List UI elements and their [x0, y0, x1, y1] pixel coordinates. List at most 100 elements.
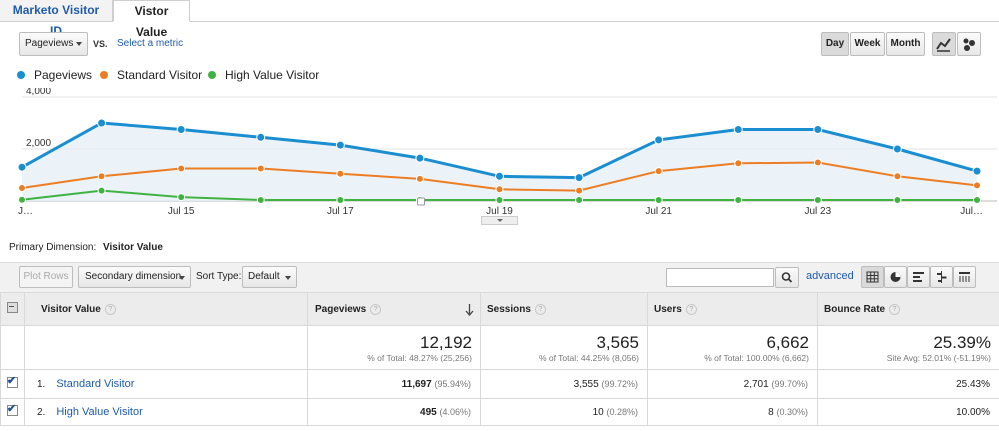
- select-all-checkbox[interactable]: [7, 302, 18, 313]
- data-point[interactable]: [495, 185, 504, 194]
- help-icon[interactable]: ?: [685, 303, 697, 315]
- total-sessions: 3,565% of Total: 44.25% (8,056): [480, 325, 648, 370]
- row-bounce-rate: 10.00%: [817, 398, 999, 426]
- tab-visitor-value[interactable]: Vistor Value: [113, 0, 190, 39]
- data-point[interactable]: [893, 172, 902, 181]
- advanced-filter-link[interactable]: advanced: [806, 270, 854, 282]
- select-all-cell[interactable]: [0, 292, 25, 326]
- row-link[interactable]: High Value Visitor: [56, 406, 143, 418]
- data-point[interactable]: [892, 144, 902, 154]
- pie-view-button[interactable]: [884, 266, 907, 288]
- legend-pageviews[interactable]: Pageviews: [17, 68, 92, 82]
- line-chart-button[interactable]: [932, 32, 956, 56]
- row-sessions: 3,555 (99.72%): [480, 369, 648, 399]
- data-point[interactable]: [177, 193, 186, 202]
- data-point[interactable]: [335, 140, 345, 150]
- data-point[interactable]: [813, 158, 822, 167]
- table-search-input[interactable]: [666, 268, 774, 287]
- data-point[interactable]: [575, 186, 584, 195]
- data-point[interactable]: [256, 195, 265, 204]
- col-header-bounce-rate[interactable]: Bounce Rate?: [817, 292, 999, 326]
- data-point[interactable]: [734, 159, 743, 168]
- data-point[interactable]: [177, 164, 186, 173]
- row-index: 2.: [37, 407, 46, 418]
- sort-type-select[interactable]: Default: [242, 266, 297, 288]
- sort-arrow-icon: [465, 304, 474, 316]
- data-point[interactable]: [336, 169, 345, 178]
- data-point[interactable]: [734, 195, 743, 204]
- data-point[interactable]: [495, 195, 504, 204]
- table-view-button[interactable]: [861, 266, 884, 288]
- chevron-down-icon: [76, 42, 82, 46]
- data-point[interactable]: [97, 186, 106, 195]
- y-tick-label: 2,000: [26, 138, 51, 149]
- week-button[interactable]: Week: [850, 32, 885, 56]
- data-point[interactable]: [574, 173, 584, 183]
- col-header-sessions[interactable]: Sessions?: [480, 292, 648, 326]
- comparison-view-button[interactable]: [930, 266, 953, 288]
- data-point[interactable]: [973, 195, 981, 204]
- data-point[interactable]: [733, 125, 743, 134]
- search-button[interactable]: [775, 267, 799, 288]
- row-checkbox[interactable]: ✔: [7, 375, 18, 388]
- legend-high-value-visitor[interactable]: High Value Visitor: [208, 68, 319, 82]
- comparison-icon: [937, 271, 947, 283]
- col-header-users[interactable]: Users?: [647, 292, 818, 326]
- motion-chart-button[interactable]: [957, 32, 981, 56]
- data-point[interactable]: [415, 153, 425, 163]
- metric-select-label: Pageviews: [25, 38, 74, 49]
- data-point[interactable]: [654, 195, 663, 204]
- data-table: Visitor Value? Pageviews? Sessions? User…: [0, 292, 999, 426]
- data-point[interactable]: [97, 118, 107, 128]
- data-point[interactable]: [18, 184, 26, 192]
- data-point[interactable]: [256, 132, 266, 142]
- pivot-view-button[interactable]: [953, 266, 976, 288]
- annotation-marker-icon[interactable]: [417, 197, 425, 206]
- day-button[interactable]: Day: [821, 32, 849, 56]
- help-icon[interactable]: ?: [370, 303, 382, 315]
- data-point[interactable]: [17, 162, 27, 172]
- data-point[interactable]: [654, 167, 663, 176]
- primary-dimension-value[interactable]: Visitor Value: [103, 242, 163, 253]
- data-point[interactable]: [97, 172, 106, 181]
- data-point[interactable]: [575, 195, 584, 204]
- row-checkbox[interactable]: ✔: [7, 403, 18, 416]
- data-point[interactable]: [495, 171, 504, 181]
- secondary-dimension-select[interactable]: Secondary dimension: [78, 266, 191, 288]
- help-icon[interactable]: ?: [889, 303, 901, 315]
- pivot-icon: [959, 272, 970, 282]
- legend-dot-icon: [17, 71, 25, 79]
- data-point[interactable]: [973, 181, 981, 190]
- x-tick-label: Jul 17: [327, 206, 354, 217]
- legend-label: Pageviews: [34, 68, 93, 82]
- data-point[interactable]: [176, 125, 186, 134]
- grid-icon: [866, 271, 879, 283]
- metric-select[interactable]: Pageviews: [19, 32, 88, 56]
- data-point[interactable]: [256, 164, 265, 173]
- data-point[interactable]: [18, 195, 26, 204]
- plot-rows-button[interactable]: Plot Rows: [19, 266, 73, 288]
- data-point[interactable]: [654, 135, 664, 145]
- data-point[interactable]: [336, 195, 345, 204]
- x-tick-label: J…: [18, 206, 33, 217]
- row-sessions: 10 (0.28%): [480, 398, 648, 426]
- select-metric-link[interactable]: Select a metric: [117, 38, 184, 49]
- data-point[interactable]: [813, 125, 823, 134]
- line-chart-icon: [936, 38, 951, 52]
- data-point[interactable]: [415, 174, 424, 183]
- chart-resize-handle[interactable]: [481, 216, 518, 225]
- row-link[interactable]: Standard Visitor: [56, 378, 135, 390]
- data-point[interactable]: [893, 195, 902, 204]
- data-point[interactable]: [972, 166, 982, 176]
- help-icon[interactable]: ?: [534, 303, 546, 315]
- tab-marketo-visitor-id[interactable]: Marketo Visitor ID: [0, 0, 113, 38]
- legend-standard-visitor[interactable]: Standard Visitor: [100, 68, 202, 82]
- primary-dimension-label: Primary Dimension:: [9, 242, 97, 253]
- col-header-visitor-value[interactable]: Visitor Value?: [24, 292, 308, 326]
- help-icon[interactable]: ?: [104, 303, 116, 315]
- col-header-pageviews[interactable]: Pageviews?: [307, 292, 481, 326]
- chevron-down-icon: [285, 276, 291, 280]
- performance-view-button[interactable]: [907, 266, 930, 288]
- month-button[interactable]: Month: [886, 32, 925, 56]
- data-point[interactable]: [813, 195, 822, 204]
